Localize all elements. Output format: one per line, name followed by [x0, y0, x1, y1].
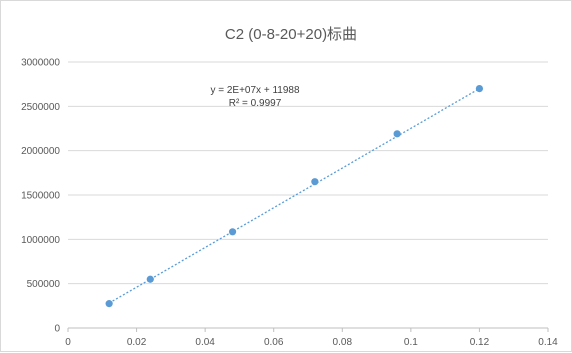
data-point [475, 85, 484, 93]
axes: 0 500000 1000000 1500000 2000000 2500000 30000… [21, 58, 558, 349]
data-points [105, 85, 484, 308]
data-point [105, 300, 113, 308]
y-tick-label: 2000000 [21, 146, 60, 157]
x-tick-label: 0.04 [195, 337, 215, 348]
x-tick-label: 0.06 [264, 337, 284, 348]
trendline-group [108, 88, 480, 304]
chart-title: C2 (0-8-20+20)标曲 [225, 26, 357, 43]
y-tick-label: 1000000 [21, 235, 60, 246]
x-tick-label: 0.02 [127, 337, 147, 348]
data-point [146, 275, 154, 283]
y-tick-label: 0 [54, 324, 60, 335]
y-tick-label: 2500000 [21, 102, 60, 113]
x-tick-label: 0.12 [470, 337, 490, 348]
x-tick-label: 0.1 [404, 337, 418, 348]
y-tick-label: 3000000 [21, 58, 60, 69]
x-tick-label: 0 [65, 337, 71, 348]
y-tick-label: 1500000 [21, 191, 60, 202]
trendline [108, 88, 480, 304]
data-point [311, 178, 319, 186]
gridlines [68, 61, 548, 285]
data-point [393, 130, 401, 138]
y-tick-label: 500000 [27, 279, 61, 290]
x-tick-label: 0.08 [333, 337, 353, 348]
trendline-equation: y = 2E+07x + 11988 [210, 85, 299, 96]
data-point [228, 228, 237, 236]
x-tick-label: 0.14 [538, 337, 558, 348]
r-squared-label: R² = 0.9997 [229, 98, 282, 109]
